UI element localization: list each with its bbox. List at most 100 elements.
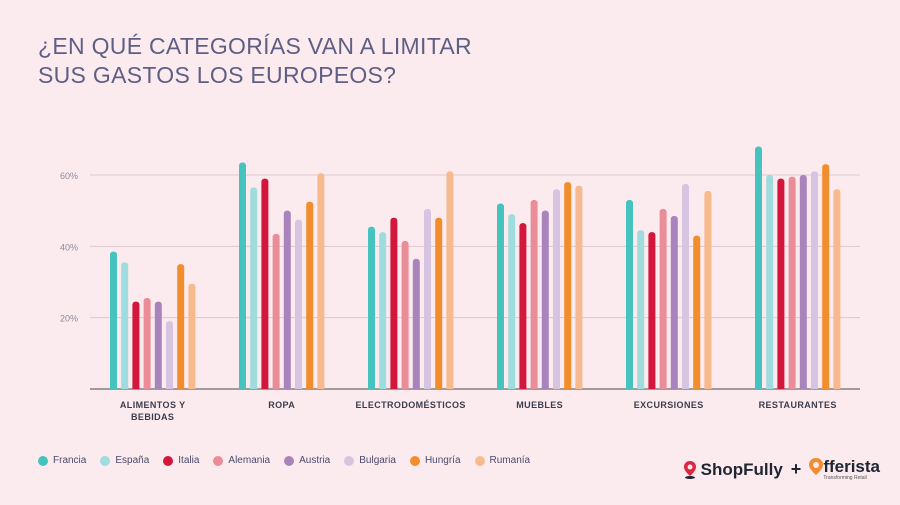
bar-base: [788, 386, 796, 389]
bar-bulgaria-3: [553, 189, 560, 389]
bar-francia-1: [239, 162, 246, 389]
bar-francia-4: [626, 199, 633, 389]
bar-base: [693, 386, 701, 389]
legend-swatch: [213, 455, 224, 466]
legend-item-italia: Italia: [163, 455, 199, 466]
legend-label: Austria: [299, 455, 331, 466]
bar-austria-4: [670, 216, 678, 389]
bar-españa-1: [250, 187, 258, 389]
legend-label: Francia: [53, 455, 87, 466]
category-label: ROPA: [268, 400, 295, 410]
legend-swatch: [163, 455, 174, 466]
category-label: MUEBLES: [516, 400, 563, 410]
bar-base: [295, 386, 302, 389]
bar-base: [755, 386, 762, 389]
bar-base: [412, 386, 420, 389]
bar-hungría-5: [822, 164, 830, 389]
bar-base: [424, 386, 431, 389]
bar-base: [564, 386, 572, 389]
bar-alemania-4: [659, 208, 667, 389]
bar-hungría-0: [177, 264, 185, 389]
bar-hungría-4: [693, 235, 701, 389]
bar-italia-5: [777, 178, 785, 389]
bar-base: [648, 386, 656, 389]
bar-base: [626, 386, 633, 389]
bar-francia-0: [110, 251, 117, 389]
bar-base: [239, 386, 246, 389]
offerista-tagline: Transforming Retail: [823, 475, 867, 481]
logo-plus: +: [790, 459, 802, 479]
bar-francia-5: [755, 146, 762, 389]
legend-label: Alemania: [228, 455, 271, 466]
bar-base: [317, 386, 325, 389]
bar-rumanía-3: [575, 185, 583, 389]
logos: ShopFully + fferista Transforming Retail: [683, 458, 880, 481]
bar-alemania-3: [530, 199, 538, 389]
bar-italia-2: [390, 217, 398, 389]
bar-base: [188, 386, 196, 389]
offerista-text: fferista: [823, 457, 880, 476]
legend-swatch: [284, 455, 295, 466]
bar-italia-3: [519, 223, 527, 389]
bar-bulgaria-4: [682, 183, 689, 389]
category-label-line: RESTAURANTES: [759, 400, 837, 410]
bar-base: [575, 386, 583, 389]
bar-austria-5: [799, 175, 807, 389]
legend-item-bulgaria: Bulgaria: [344, 455, 396, 466]
bar-base: [272, 386, 280, 389]
legend-item-francia: Francia: [38, 455, 86, 466]
category-label: EXCURSIONES: [634, 400, 704, 410]
bar-rumanía-4: [704, 191, 712, 389]
bar-hungría-1: [306, 201, 314, 389]
bar-rumanía-0: [188, 283, 196, 389]
bar-base: [833, 386, 841, 389]
legend: Francia España Italia Alemania Austria Bulgar…: [38, 455, 530, 466]
category-label-line: MUEBLES: [516, 400, 563, 410]
legend-label: Hungría: [424, 455, 461, 466]
legend-swatch: [344, 455, 355, 466]
title-line-2: SUS GASTOS LOS EUROPEOS?: [38, 62, 397, 88]
bar-base: [766, 386, 774, 389]
bar-base: [306, 386, 314, 389]
category-label-line: EXCURSIONES: [634, 400, 704, 410]
bar-base: [519, 386, 527, 389]
legend-item-rumanía: Rumanía: [474, 455, 530, 466]
legend-label: Italia: [178, 455, 200, 466]
bar-hungría-2: [435, 217, 443, 389]
title-line-1: ¿EN QUÉ CATEGORÍAS VAN A LIMITAR: [38, 33, 472, 59]
bar-bulgaria-0: [166, 321, 173, 389]
bar-base: [283, 386, 291, 389]
bar-base: [704, 386, 712, 389]
bar-base: [497, 386, 504, 389]
bar-alemania-0: [143, 298, 151, 389]
bar-francia-3: [497, 203, 504, 389]
legend-item-alemania: Alemania: [213, 455, 270, 466]
y-tick-label: 60%: [60, 171, 78, 181]
bar-base: [261, 386, 269, 389]
bar-españa-2: [379, 232, 387, 389]
category-label: RESTAURANTES: [759, 400, 837, 410]
shopfully-logo: ShopFully: [683, 460, 783, 480]
bar-base: [822, 386, 830, 389]
bar-austria-2: [412, 258, 420, 389]
bar-base: [435, 386, 443, 389]
category-label-line: ALIMENTOS Y: [120, 400, 186, 410]
bar-base: [811, 386, 818, 389]
offerista-pin-icon: [809, 458, 824, 475]
bar-base: [637, 386, 645, 389]
bar-bulgaria-5: [811, 171, 818, 389]
legend-item-españa: España: [100, 455, 149, 466]
shopfully-text: ShopFully: [700, 459, 783, 479]
bar-españa-4: [637, 230, 645, 389]
bar-francia-2: [368, 226, 375, 389]
legend-item-austria: Austria: [284, 455, 330, 466]
bar-italia-0: [132, 301, 140, 389]
category-label-line: ROPA: [268, 400, 295, 410]
bar-base: [390, 386, 398, 389]
bar-base: [368, 386, 375, 389]
y-tick-label: 20%: [60, 314, 78, 324]
bar-base: [541, 386, 549, 389]
legend-swatch: [474, 455, 485, 466]
legend-swatch: [409, 455, 420, 466]
bar-alemania-2: [401, 240, 409, 389]
